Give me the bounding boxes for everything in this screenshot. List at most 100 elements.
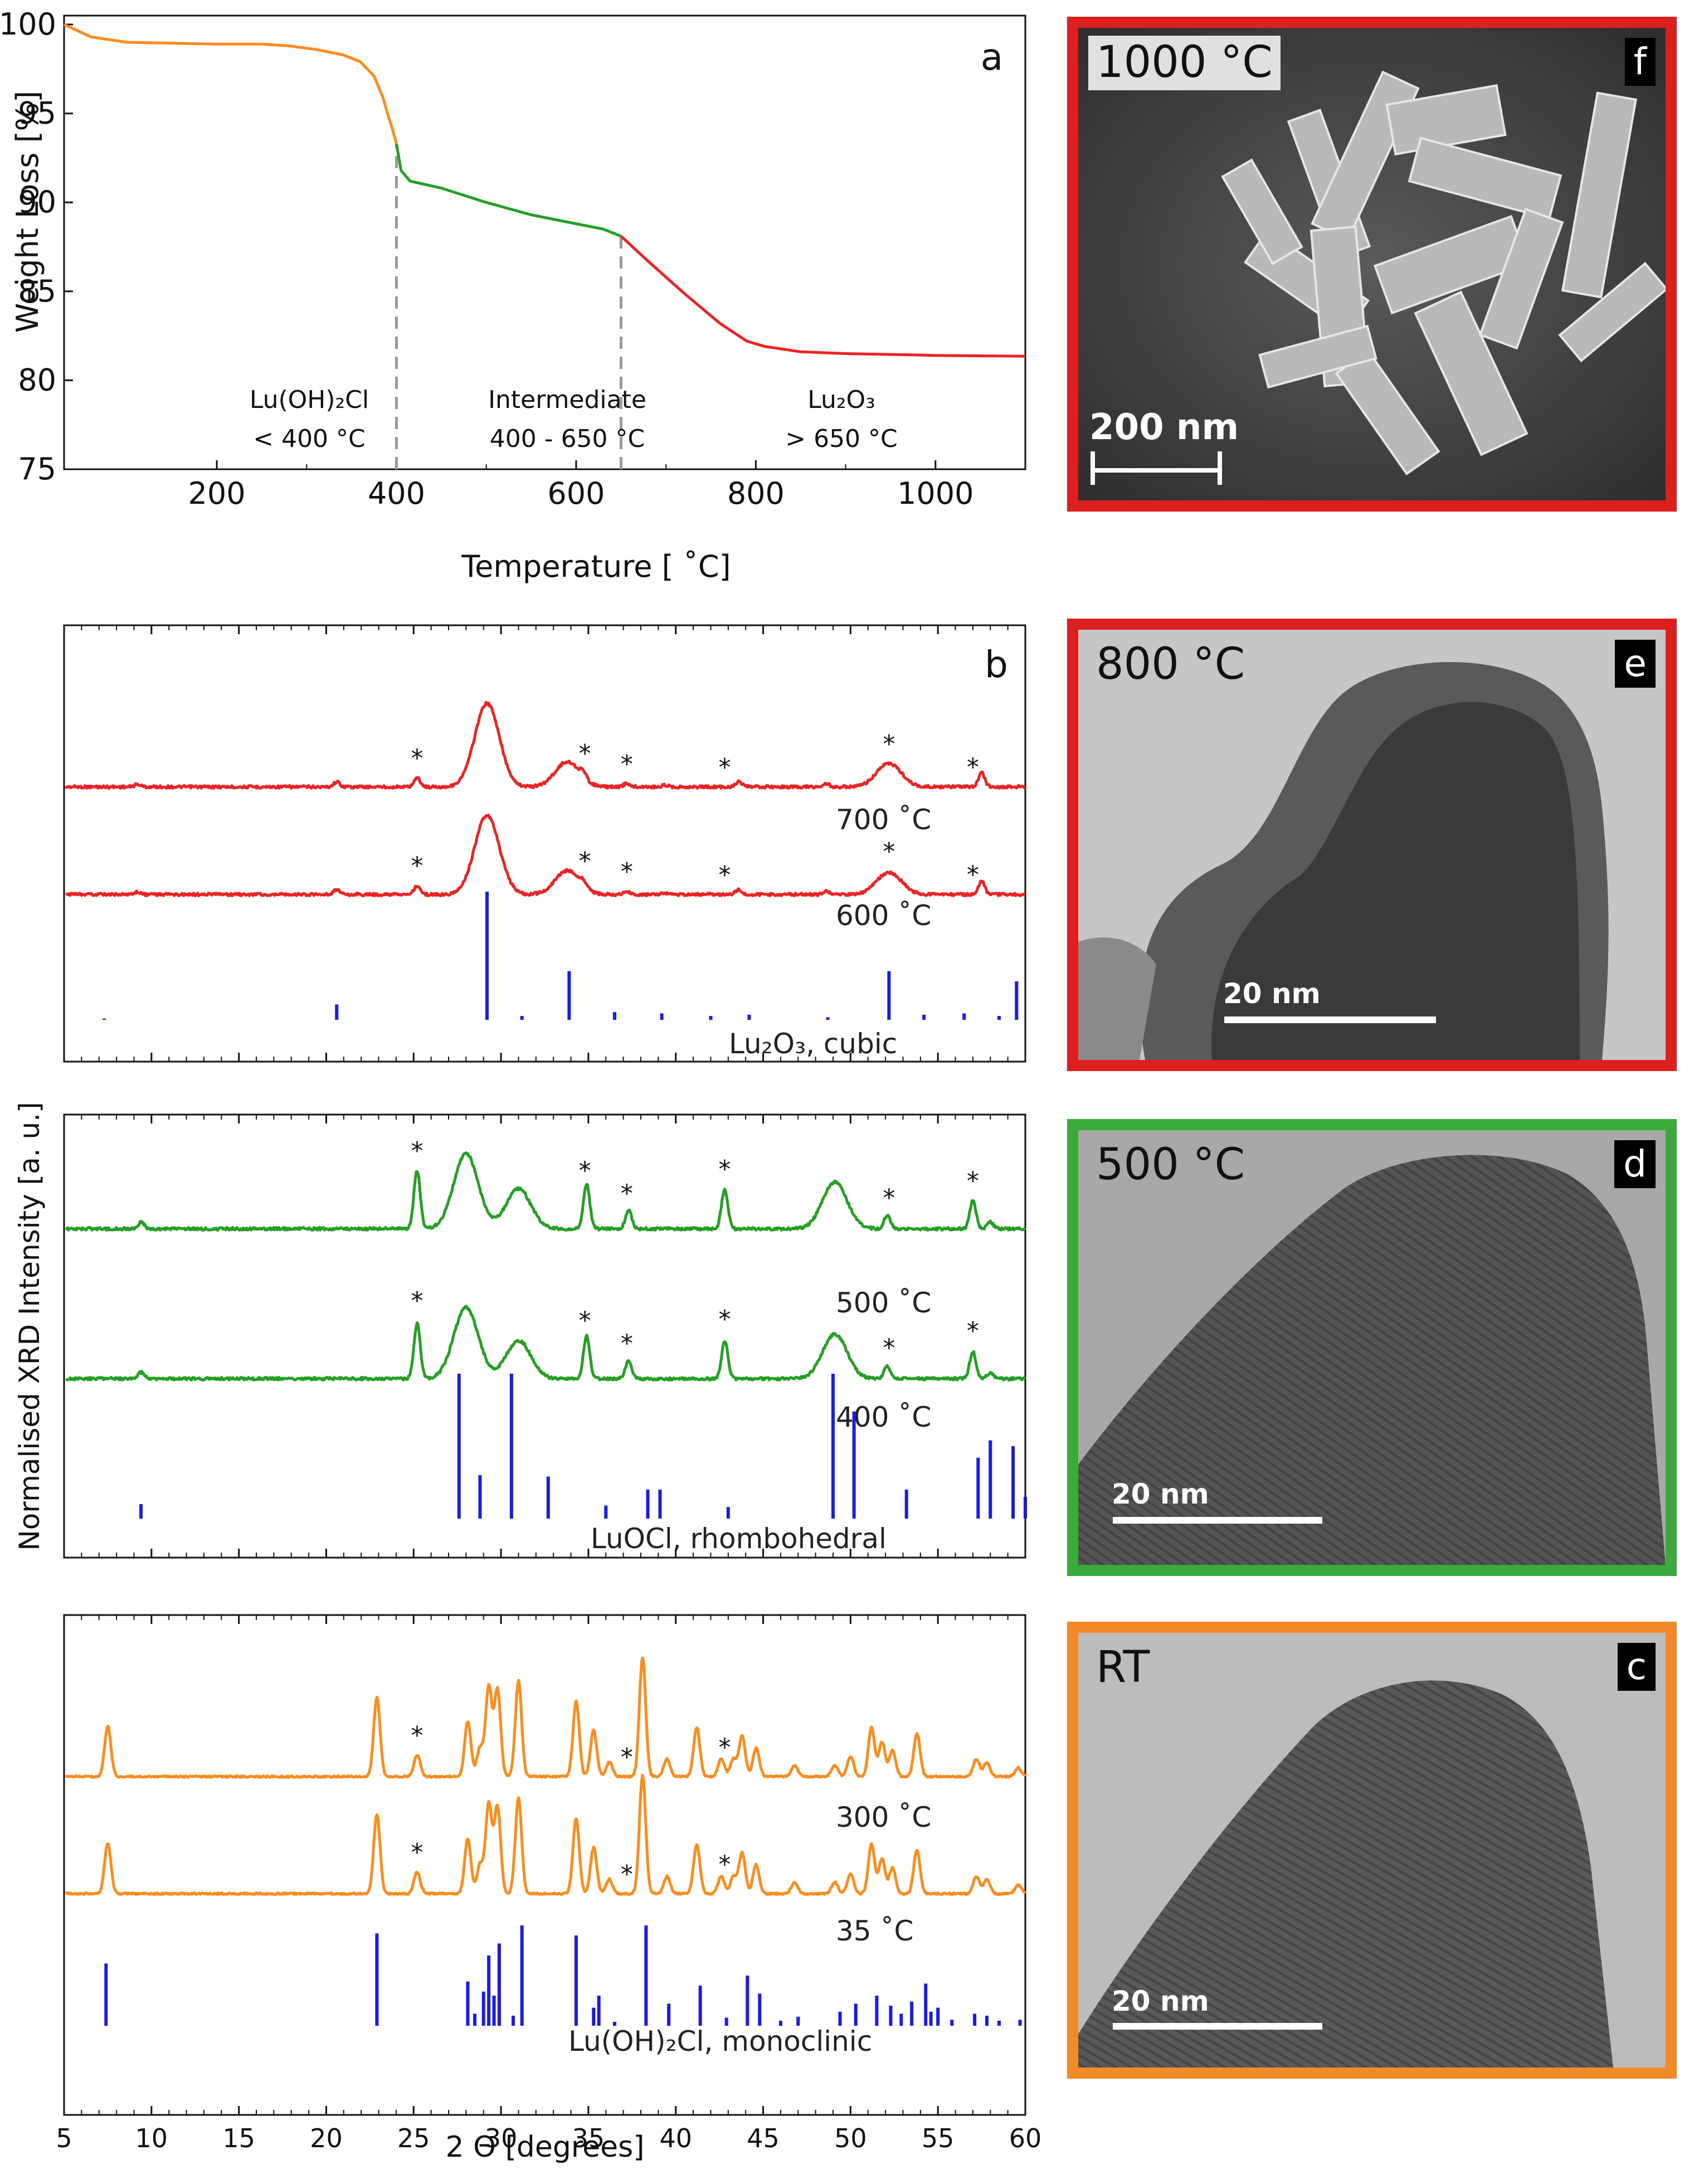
tga-region-label-1-line2: < 400 °C (253, 425, 366, 453)
tga-xtick-label: 800 (727, 476, 785, 511)
xrd-impurity-star: * (621, 1860, 633, 1889)
xrd-xtick-label: 55 (922, 2123, 955, 2153)
micrograph-d-letter: d (1614, 1140, 1656, 1188)
xrd-impurity-star: * (883, 1334, 895, 1362)
xrd-impurity-star: * (621, 1180, 633, 1208)
xrd-panel-luohcl: 300 ˚C 35 ˚C Lu(OH)₂Cl, monoclinic * * * * *… (56, 1614, 1042, 2153)
tga-xtick-label: 600 (547, 476, 605, 511)
tga-region-label-3-line2: > 650 °C (785, 425, 898, 453)
tga-xtick-label: 200 (188, 476, 246, 511)
xrd-impurity-star: * (411, 1838, 423, 1867)
tga-xtick-label: 400 (368, 476, 425, 511)
xrd-xtick-label: 60 (1009, 2123, 1042, 2153)
xrd-xtick-label: 30 (485, 2123, 518, 2153)
xrd-impurity-star: * (883, 1184, 895, 1212)
tga-xtick-label: 1000 (897, 476, 973, 511)
tga-frame (63, 14, 1026, 470)
micrograph-d-500c: 500 °C d 20 nm (1067, 1119, 1677, 1576)
micrograph-e-800c: 800 °C e 20 nm (1067, 619, 1677, 1071)
tga-region-label-1-line1: Lu(OH)₂Cl (250, 386, 369, 414)
tem-image (1078, 1130, 1666, 1565)
xrd-xtick-label: 5 (56, 2123, 72, 2153)
xrd-xtick-label: 45 (747, 2123, 780, 2153)
tga-ytick-label: 75 (18, 451, 56, 487)
xrd-impurity-star: * (579, 847, 591, 875)
micrograph-c-scale-label: 20 nm (1112, 1985, 1209, 2017)
xrd-impurity-star: * (883, 838, 895, 866)
xrd-pattern-upper (64, 701, 1026, 790)
tga-region-label-3-line1: Lu₂O₃ (807, 386, 875, 414)
xrd-impurity-star: * (411, 852, 423, 881)
micrograph-c-letter: c (1617, 1643, 1656, 1691)
xrd-impurity-star: * (967, 753, 979, 781)
xrd3-label-35: 35 ˚C (836, 1915, 913, 1947)
xrd-impurity-star: * (579, 740, 591, 768)
xrd-impurity-star: * (967, 860, 979, 889)
xrd-xtick-label: 35 (572, 2123, 605, 2153)
tga-region-label-2-line2: 400 - 650 °C (490, 425, 645, 453)
xrd-impurity-star: * (883, 730, 895, 758)
xrd-xtick-label: 15 (222, 2123, 255, 2153)
micrograph-f-letter: f (1624, 38, 1656, 86)
xrd-impurity-star: * (967, 1317, 979, 1345)
tga-ytick-label: 100 (0, 7, 56, 42)
tga-ytick-label: 85 (18, 274, 56, 309)
micrograph-d-temperature: 500 °C (1096, 1140, 1245, 1190)
micrograph-e-scale-label: 20 nm (1223, 977, 1321, 1010)
xrd-impurity-star: * (621, 1743, 633, 1772)
tga-panel-letter: a (981, 36, 1003, 79)
micrograph-c-temperature: RT (1096, 1642, 1150, 1692)
xrd-xtick-label: 25 (397, 2123, 430, 2153)
xrd-impurity-star: * (719, 1305, 731, 1334)
xrd-impurity-star: * (579, 1307, 591, 1335)
xrd-xlabel: 2 Θ [degrees] (446, 2131, 645, 2164)
tga-ytick-label: 90 (18, 184, 56, 220)
xrd-impurity-star: * (579, 1157, 591, 1185)
sem-image (1078, 28, 1666, 500)
xrd-impurity-star: * (719, 1734, 731, 1762)
tga-curve-segment-3 (620, 235, 1026, 358)
xrd-pattern-lower (65, 1773, 1027, 1896)
xrd2-label-500: 500 ˚C (836, 1287, 931, 1319)
tga-axes: 200 400 600 800 1000 75 80 85 90 95 100 (0, 7, 1026, 511)
tga-region-label-2-line1: Intermediate (488, 386, 646, 414)
xrd-impurity-star: * (719, 1155, 731, 1184)
xrd-xtick-label: 20 (310, 2123, 343, 2153)
xrd-impurity-star: * (411, 745, 423, 773)
micrograph-c-rt: RT c 20 nm (1067, 1622, 1677, 2079)
xrd-panel-lu2o3: b 700 ˚C 600 ˚C Lu₂O₃, cubic * * * * * * * * * * *… (63, 624, 1026, 1063)
xrd-pattern-upper (65, 1151, 1026, 1232)
xrd1-panel-letter: b (985, 643, 1008, 686)
micrograph-f-temperature: 1000 °C (1088, 36, 1281, 90)
micrograph-e-scale-bar (1224, 1016, 1436, 1023)
xrd2-reference-label: LuOCl, rhombohedral (591, 1523, 887, 1555)
xrd1-label-600: 600 ˚C (836, 899, 931, 932)
tga-curve-segment-2 (395, 143, 622, 238)
xrd-impurity-star: * (621, 858, 633, 886)
micrograph-f-scale-bar (1091, 468, 1222, 473)
xrd-pattern-lower (65, 1305, 1026, 1382)
tem-image (1078, 630, 1666, 1060)
xrd-impurity-star: * (411, 1287, 423, 1315)
xrd2-label-400: 400 ˚C (836, 1401, 931, 1433)
tga-xlabel: Temperature [ ˚C] (461, 549, 731, 584)
micrograph-f-1000c: 1000 °C f 200 nm (1067, 17, 1677, 512)
xrd-impurity-star: * (621, 750, 633, 779)
tga-ytick-label: 80 (18, 362, 56, 397)
tga-ytick-label: 95 (18, 96, 56, 131)
xrd-xtick-label: 50 (834, 2123, 867, 2153)
xrd-impurity-star: * (621, 1330, 633, 1358)
xrd3-label-300: 300 ˚C (836, 1801, 931, 1833)
tga-ylabel: Weight Loss [%] (10, 91, 45, 333)
xrd-frame (63, 1113, 1026, 1559)
xrd-pattern-upper (65, 1656, 1027, 1779)
xrd-impurity-star: * (411, 1137, 423, 1165)
xrd-pattern-lower (65, 814, 1026, 897)
micrograph-f-scale-label: 200 nm (1089, 407, 1239, 448)
xrd-impurity-star: * (411, 1721, 423, 1750)
micrograph-f-scale-tick-right (1218, 451, 1222, 485)
xrd1-label-700: 700 ˚C (836, 804, 931, 836)
xrd-panel-luocl: 500 ˚C 400 ˚C LuOCl, rhombohedral * * * * * *… (63, 1113, 1027, 1559)
tga-chart: 200 400 600 800 1000 75 80 85 90 95 100 Weight Los… (0, 7, 1026, 584)
micrograph-e-temperature: 800 °C (1096, 639, 1245, 689)
